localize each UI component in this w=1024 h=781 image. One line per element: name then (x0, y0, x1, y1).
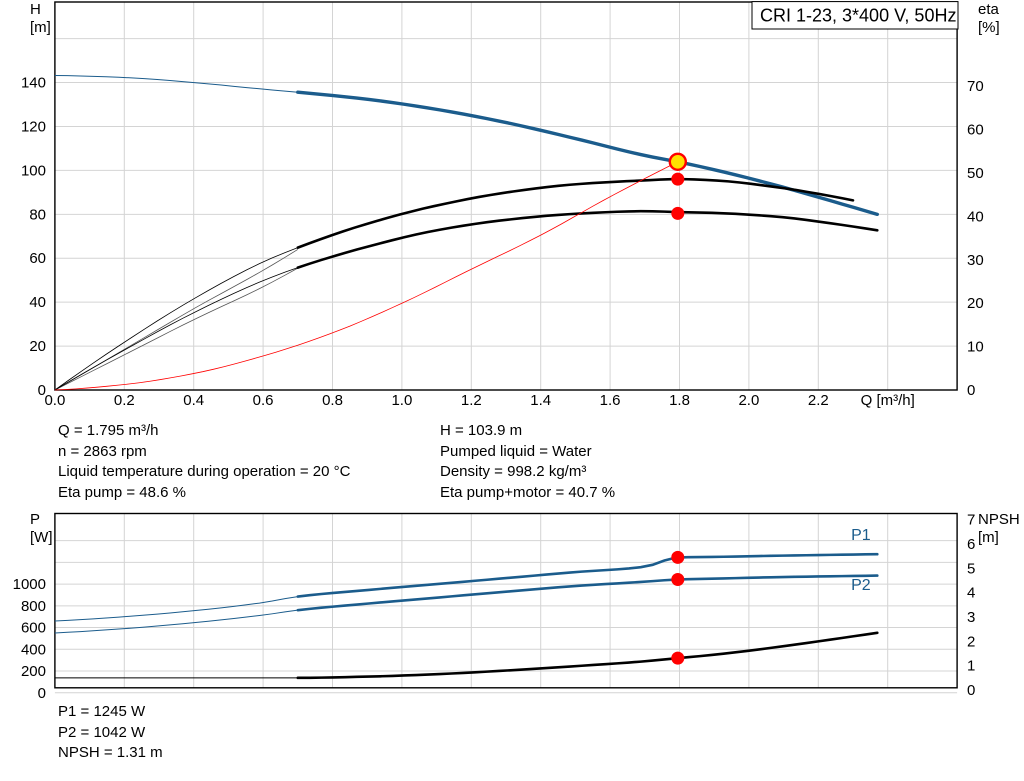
svg-text:0: 0 (38, 685, 46, 702)
svg-text:5: 5 (967, 560, 975, 577)
svg-text:1.6: 1.6 (600, 392, 621, 409)
svg-text:[W]: [W] (30, 529, 53, 546)
svg-text:140: 140 (21, 75, 46, 92)
svg-text:2.2: 2.2 (808, 392, 829, 409)
svg-text:1: 1 (967, 658, 975, 675)
svg-text:CRI 1-23, 3*400 V, 50Hz: CRI 1-23, 3*400 V, 50Hz (760, 6, 956, 26)
svg-text:0: 0 (967, 682, 975, 699)
svg-text:[m]: [m] (978, 529, 999, 546)
svg-text:80: 80 (29, 206, 46, 223)
svg-text:0.4: 0.4 (183, 392, 204, 409)
svg-text:0.2: 0.2 (114, 392, 135, 409)
svg-text:[%]: [%] (978, 19, 1000, 36)
svg-text:H: H (30, 1, 41, 18)
svg-text:P2: P2 (851, 577, 871, 594)
svg-text:1.8: 1.8 (669, 392, 690, 409)
svg-text:0.8: 0.8 (322, 392, 343, 409)
svg-text:60: 60 (967, 122, 984, 139)
svg-text:60: 60 (29, 250, 46, 267)
svg-text:20: 20 (29, 338, 46, 355)
svg-text:200: 200 (21, 663, 46, 680)
svg-text:[m]: [m] (30, 19, 51, 36)
svg-text:6: 6 (967, 536, 975, 553)
svg-text:100: 100 (21, 162, 46, 179)
svg-text:800: 800 (21, 598, 46, 615)
svg-text:P1: P1 (851, 527, 871, 544)
svg-text:Q [m³/h]: Q [m³/h] (861, 392, 915, 409)
svg-text:400: 400 (21, 641, 46, 658)
svg-text:40: 40 (29, 294, 46, 311)
svg-text:0.6: 0.6 (253, 392, 274, 409)
svg-text:0: 0 (967, 382, 975, 399)
svg-text:3: 3 (967, 609, 975, 626)
svg-text:2.0: 2.0 (738, 392, 759, 409)
svg-text:NPSH: NPSH (978, 511, 1020, 528)
svg-text:eta: eta (978, 1, 1000, 18)
svg-text:7: 7 (967, 512, 975, 529)
svg-text:P: P (30, 511, 40, 528)
svg-text:20: 20 (967, 295, 984, 312)
svg-text:40: 40 (967, 208, 984, 225)
svg-text:1.0: 1.0 (391, 392, 412, 409)
svg-text:2: 2 (967, 633, 975, 650)
svg-text:50: 50 (967, 165, 984, 182)
svg-text:70: 70 (967, 78, 984, 95)
svg-text:30: 30 (967, 252, 984, 269)
svg-text:0.0: 0.0 (44, 392, 65, 409)
svg-text:600: 600 (21, 620, 46, 637)
svg-text:1000: 1000 (13, 576, 46, 593)
svg-text:120: 120 (21, 119, 46, 136)
svg-text:1.2: 1.2 (461, 392, 482, 409)
svg-text:1.4: 1.4 (530, 392, 551, 409)
svg-text:10: 10 (967, 339, 984, 356)
svg-text:4: 4 (967, 585, 975, 602)
